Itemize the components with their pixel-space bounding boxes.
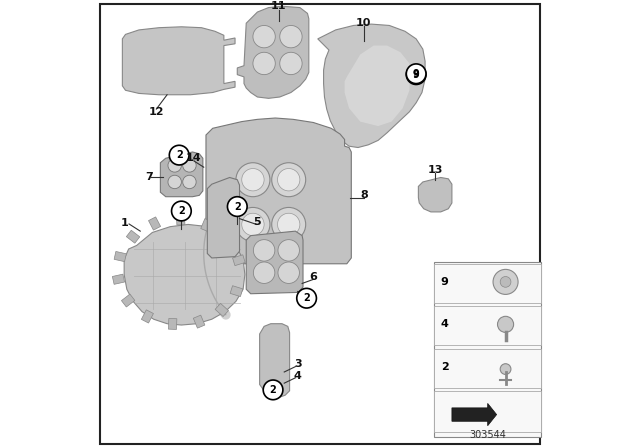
Circle shape xyxy=(253,26,275,48)
Circle shape xyxy=(278,213,300,236)
Bar xyxy=(141,310,154,323)
Polygon shape xyxy=(344,46,410,126)
Bar xyxy=(122,294,135,307)
Bar xyxy=(434,263,541,437)
Text: 2: 2 xyxy=(178,206,185,216)
Polygon shape xyxy=(207,177,239,258)
Bar xyxy=(113,274,125,284)
Text: 2: 2 xyxy=(176,150,182,160)
Text: 11: 11 xyxy=(271,1,287,11)
Text: 2: 2 xyxy=(269,385,276,395)
Text: 6: 6 xyxy=(309,272,317,282)
Circle shape xyxy=(272,163,306,197)
Bar xyxy=(114,251,126,262)
Text: 8: 8 xyxy=(360,190,368,200)
Text: 5: 5 xyxy=(253,217,260,227)
Circle shape xyxy=(272,207,306,241)
Circle shape xyxy=(263,380,283,400)
Circle shape xyxy=(493,269,518,294)
Text: 9: 9 xyxy=(413,69,419,79)
Polygon shape xyxy=(419,177,452,212)
Circle shape xyxy=(280,52,302,75)
Circle shape xyxy=(278,168,300,191)
Circle shape xyxy=(500,364,511,375)
Circle shape xyxy=(297,289,316,308)
Bar xyxy=(193,315,205,328)
Circle shape xyxy=(497,316,514,332)
Polygon shape xyxy=(124,224,245,325)
Polygon shape xyxy=(452,403,497,426)
Circle shape xyxy=(183,175,196,189)
Text: 12: 12 xyxy=(148,107,164,117)
Bar xyxy=(230,286,243,297)
Bar xyxy=(221,233,234,246)
Bar xyxy=(177,214,185,225)
Text: 303544: 303544 xyxy=(469,431,506,440)
Text: 2: 2 xyxy=(303,293,310,303)
Circle shape xyxy=(170,145,189,165)
Bar xyxy=(148,217,161,230)
Circle shape xyxy=(406,65,426,85)
Polygon shape xyxy=(206,118,351,264)
Circle shape xyxy=(168,175,181,189)
Text: 1: 1 xyxy=(120,218,128,228)
Bar xyxy=(168,319,177,329)
Bar xyxy=(434,264,541,303)
Bar xyxy=(215,303,228,317)
Circle shape xyxy=(172,201,191,221)
Bar xyxy=(232,255,245,266)
Polygon shape xyxy=(318,24,425,147)
Circle shape xyxy=(280,26,302,48)
Text: 2: 2 xyxy=(441,362,449,372)
Circle shape xyxy=(500,276,511,287)
Circle shape xyxy=(253,240,275,261)
Circle shape xyxy=(278,240,300,261)
Circle shape xyxy=(183,159,196,172)
Circle shape xyxy=(278,262,300,284)
Polygon shape xyxy=(237,6,309,99)
Circle shape xyxy=(236,163,270,197)
Circle shape xyxy=(236,207,270,241)
Bar xyxy=(126,230,140,243)
Polygon shape xyxy=(246,231,303,294)
Text: 2: 2 xyxy=(234,202,241,211)
Circle shape xyxy=(242,168,264,191)
Bar xyxy=(434,391,541,432)
Circle shape xyxy=(227,197,247,216)
Polygon shape xyxy=(161,152,203,197)
Text: 4: 4 xyxy=(294,370,301,380)
Text: 9: 9 xyxy=(441,277,449,287)
Polygon shape xyxy=(122,27,235,95)
Bar xyxy=(434,306,541,345)
Bar xyxy=(434,349,541,388)
Text: 14: 14 xyxy=(186,153,202,163)
Circle shape xyxy=(253,262,275,284)
Text: 10: 10 xyxy=(356,18,371,28)
Polygon shape xyxy=(260,324,289,398)
Text: 13: 13 xyxy=(428,165,443,175)
Text: 7: 7 xyxy=(145,172,153,182)
Text: 4: 4 xyxy=(441,319,449,329)
Text: 9: 9 xyxy=(413,69,419,80)
Circle shape xyxy=(406,64,426,84)
Text: 3: 3 xyxy=(294,359,301,370)
Bar xyxy=(201,219,212,232)
Circle shape xyxy=(168,159,181,172)
Circle shape xyxy=(253,52,275,75)
Circle shape xyxy=(242,213,264,236)
